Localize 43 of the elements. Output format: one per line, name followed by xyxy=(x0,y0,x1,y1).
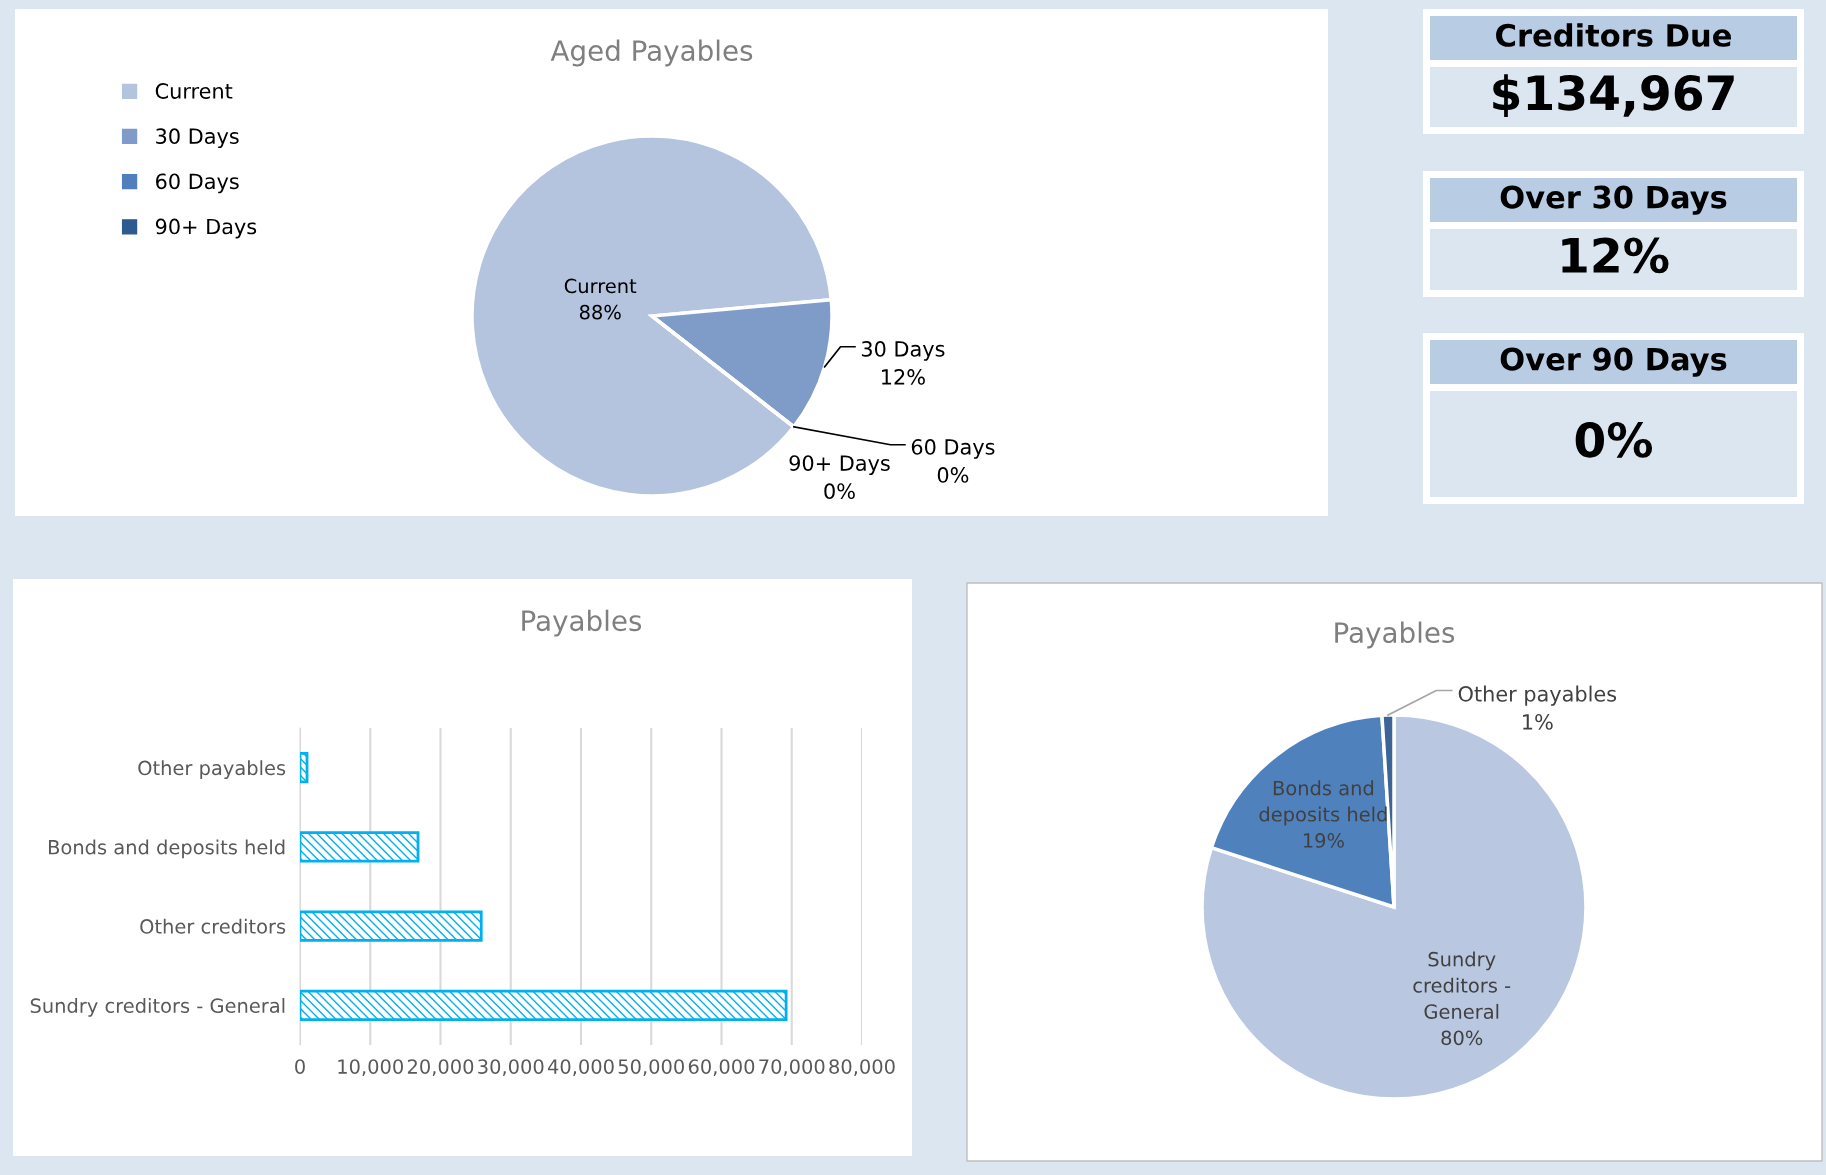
text: $134,967 xyxy=(1493,74,1734,117)
y-tick-label: Bonds and deposits held xyxy=(49,839,285,859)
text: 0% xyxy=(1575,421,1653,458)
data-label: 19% xyxy=(1303,833,1344,848)
legend-label: 30 Days xyxy=(156,128,239,149)
category-label: 60 Days xyxy=(911,439,995,459)
text: 0% xyxy=(937,467,969,483)
category-label: Over 90 Days xyxy=(1500,347,1727,377)
x-tick-label: 70,000 xyxy=(759,1059,825,1076)
bar xyxy=(300,989,788,1022)
x-tick-label: 20,000 xyxy=(407,1059,474,1076)
legend-label: Current xyxy=(155,83,233,99)
data-label: 80% xyxy=(1441,1030,1483,1046)
x-tick-label: 10,000 xyxy=(338,1059,403,1076)
category-label: 90+ Days xyxy=(789,455,890,476)
legend-label: 90+ Days xyxy=(155,218,257,239)
y-tick-label: Other creditors xyxy=(140,918,286,934)
chart-title: Payables xyxy=(1335,621,1455,649)
data-label: 1% xyxy=(1523,714,1553,730)
text: 12% xyxy=(1562,237,1669,274)
x-tick-label: 0 xyxy=(295,1059,305,1074)
slice-label: Other payables xyxy=(1458,685,1617,706)
x-tick-label: 30,000 xyxy=(478,1059,544,1076)
bar xyxy=(300,910,483,942)
slice-label: Current xyxy=(564,278,637,294)
bar xyxy=(300,751,309,784)
data-label: 88% xyxy=(579,304,621,320)
legend-label: 60 Days xyxy=(156,173,239,194)
chart-title: Payables xyxy=(522,609,642,637)
x-tick-label: 80,000 xyxy=(829,1059,895,1076)
bar xyxy=(300,831,420,863)
category-label: Over 30 Days xyxy=(1500,185,1727,215)
slice-label: Sundry creditors - General xyxy=(1413,951,1511,1019)
y-tick-label: Other payables xyxy=(138,760,286,780)
x-tick-label: 60,000 xyxy=(688,1059,755,1076)
y-tick-label: Sundry creditors - General xyxy=(30,997,285,1017)
data-label: 12% xyxy=(882,369,925,385)
x-tick-label: 50,000 xyxy=(618,1059,684,1076)
text: 0% xyxy=(824,483,855,500)
x-tick-label: 40,000 xyxy=(547,1059,614,1076)
slice-label: 30 Days xyxy=(861,341,945,361)
category-label: Creditors Due xyxy=(1496,23,1731,47)
chart-title: Aged Payables xyxy=(550,39,753,67)
